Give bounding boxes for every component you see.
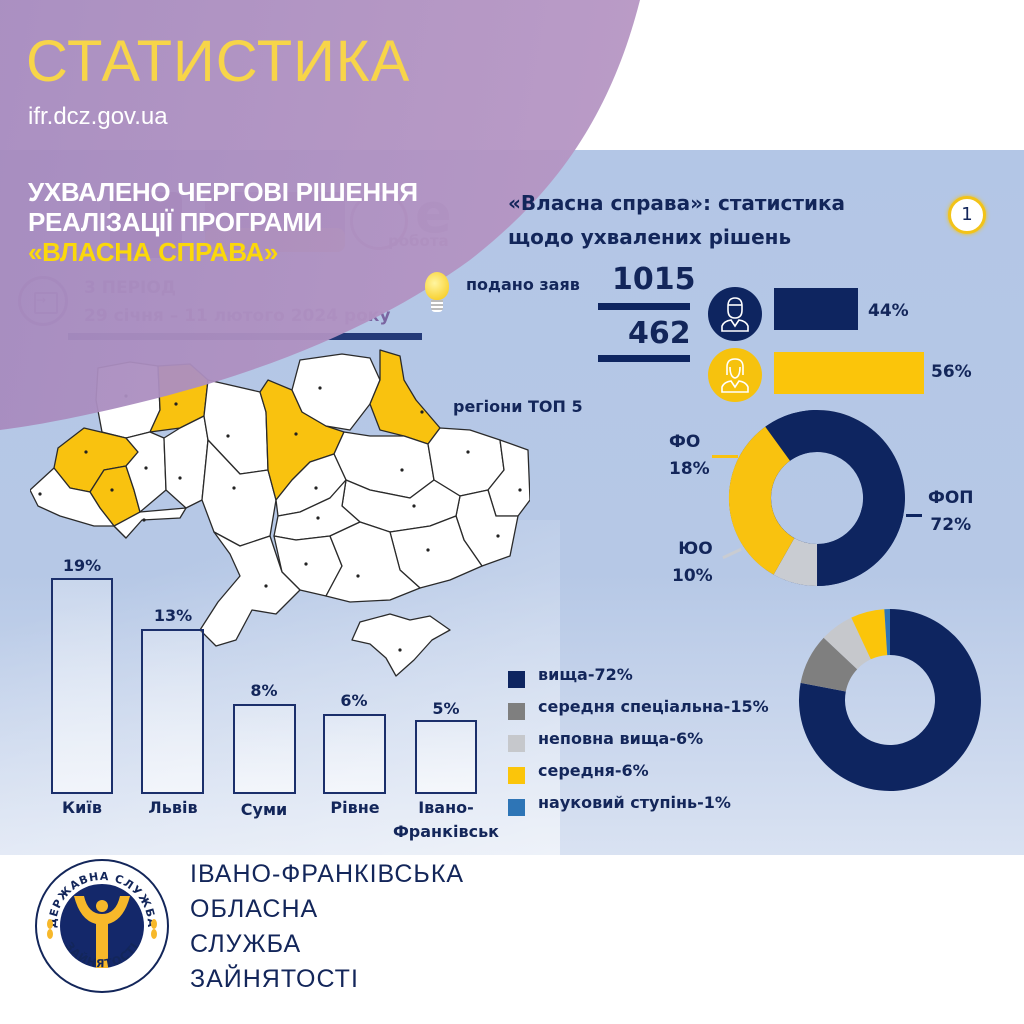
approved-underline [598,355,690,362]
male-user-icon [708,287,762,341]
top5-label: регіони ТОП 5 [453,397,583,416]
bar-ivano-frankivsk [415,720,477,794]
stats-title-line-1: «Власна справа»: статистика [508,191,846,215]
period-underline [68,333,422,340]
bar-label: Київ [62,798,102,817]
stats-title-line-2: щодо ухвалених рішень [508,225,792,249]
legend-swatch [508,735,525,752]
male-percent: 44% [868,301,909,321]
male-bar [774,288,858,330]
fop-label: ФОП 72% [928,488,974,535]
bar-label: Рівне [330,798,380,817]
headline-line-3: «ВЛАСНА СПРАВА» [28,237,279,267]
legend-label: середня-6% [538,761,649,780]
headline-line-1: УХВАЛЕНО ЧЕРГОВІ РІШЕННЯ [28,177,418,207]
bar-value: 5% [432,699,460,718]
site-url[interactable]: ifr.dcz.gov.ua [28,103,168,130]
legend-label: науковий ступінь-1% [538,793,731,812]
fop-leader-line [906,514,922,517]
calendar-icon [18,276,68,326]
applications-underline [598,303,690,310]
fo-label: ФО 18% [669,432,710,479]
legend-swatch [508,799,525,816]
bar-kyiv [51,578,113,794]
legend-label: середня спеціальна-15% [538,697,769,716]
headline: УХВАЛЕНО ЧЕРГОВІ РІШЕННЯ РЕАЛІЗАЦІЇ ПРОГ… [28,177,418,267]
region-sumy [369,349,441,445]
page-number-badge: 1 [948,196,986,234]
bar-sumy [233,704,296,794]
female-bar [774,352,924,394]
bar-lviv [141,629,204,794]
employment-service-logo: ДЕРЖАВНА СЛУЖБА ЗАЙНЯТОСТІ [35,859,169,993]
yuo-label: ЮО 10% [672,539,713,586]
stats-title: «Власна справа»: статистика щодо ухвален… [508,186,845,254]
page-title: СТАТИСТИКА [26,29,411,94]
bar-label: Івано- Франківськ [392,798,500,841]
bar-value: 8% [250,681,278,700]
approved-count: 462 [628,316,691,351]
organization-line-1: ІВАНО-ФРАНКІВСЬКА [190,860,465,888]
legal-form-donut-overlay [728,410,906,586]
bar-value: 13% [153,606,193,625]
legend-swatch [508,703,525,720]
applications-label: подано заяв [466,275,580,294]
female-user-icon [708,348,762,402]
legend-label: вища-72% [538,665,633,684]
bar-value: 6% [340,691,368,710]
lightbulb-icon [423,272,451,318]
organization-line-2: ОБЛАСНА [190,895,319,923]
period-dates: 29 січня – 11 лютого 2024 року [84,306,391,326]
legend-swatch [508,767,525,784]
fo-leader-line [712,455,738,458]
legend-label: неповна вища-6% [538,729,704,748]
applications-count: 1015 [612,262,696,297]
bar-value: 19% [62,556,102,575]
bar-label: Львів [148,798,198,817]
organization-line-3: СЛУЖБА [190,930,302,958]
headline-line-2: РЕАЛІЗАЦІЇ ПРОГРАМИ [28,207,323,237]
period-title: 3 ПЕРІОД [84,278,176,298]
legend-swatch [508,671,525,688]
education-donut [798,609,981,791]
region-crimea [351,613,451,677]
region-volyn [95,361,161,439]
organization-name: ІВАНО-ФРАНКІВСЬКА ОБЛАСНА СЛУЖБА ЗАЙНЯТО… [190,857,464,997]
organization-line-4: ЗАЙНЯТОСТІ [190,965,359,993]
bar-rivne [323,714,386,794]
bar-label: Суми [240,800,288,819]
female-percent: 56% [931,362,972,382]
